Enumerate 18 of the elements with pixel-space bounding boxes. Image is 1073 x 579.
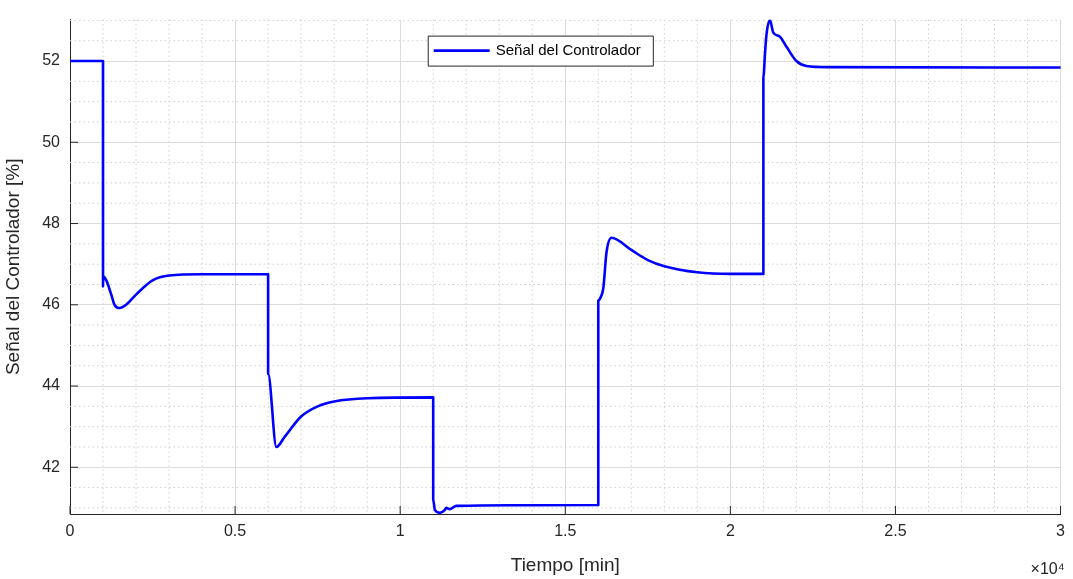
x-tick-label: 2 [725,522,735,540]
y-tick-label: 48 [42,213,61,231]
legend-label: Señal del Controlador [495,40,641,58]
x-tick-label: 1 [395,522,405,540]
x-tick-label: 2.5 [884,522,907,540]
y-tick-label: 44 [42,376,61,394]
y-tick-label: 50 [42,132,61,150]
y-tick-label: 52 [42,51,61,69]
text: ×10⁴ [1030,560,1065,577]
x-tick-label: 1.5 [554,522,577,540]
x-tick-label: 3 [1056,522,1066,540]
y-tick-label: 46 [42,295,61,313]
x-tick-label: 0 [65,522,75,540]
x-tick-label: 0.5 [223,522,247,540]
y-axis-title: Señal del Controlador [%] [1,158,23,376]
line-series [70,19,1061,514]
x-axis-title: Tiempo [min] [510,553,620,575]
y-tick-label: 42 [42,457,61,475]
